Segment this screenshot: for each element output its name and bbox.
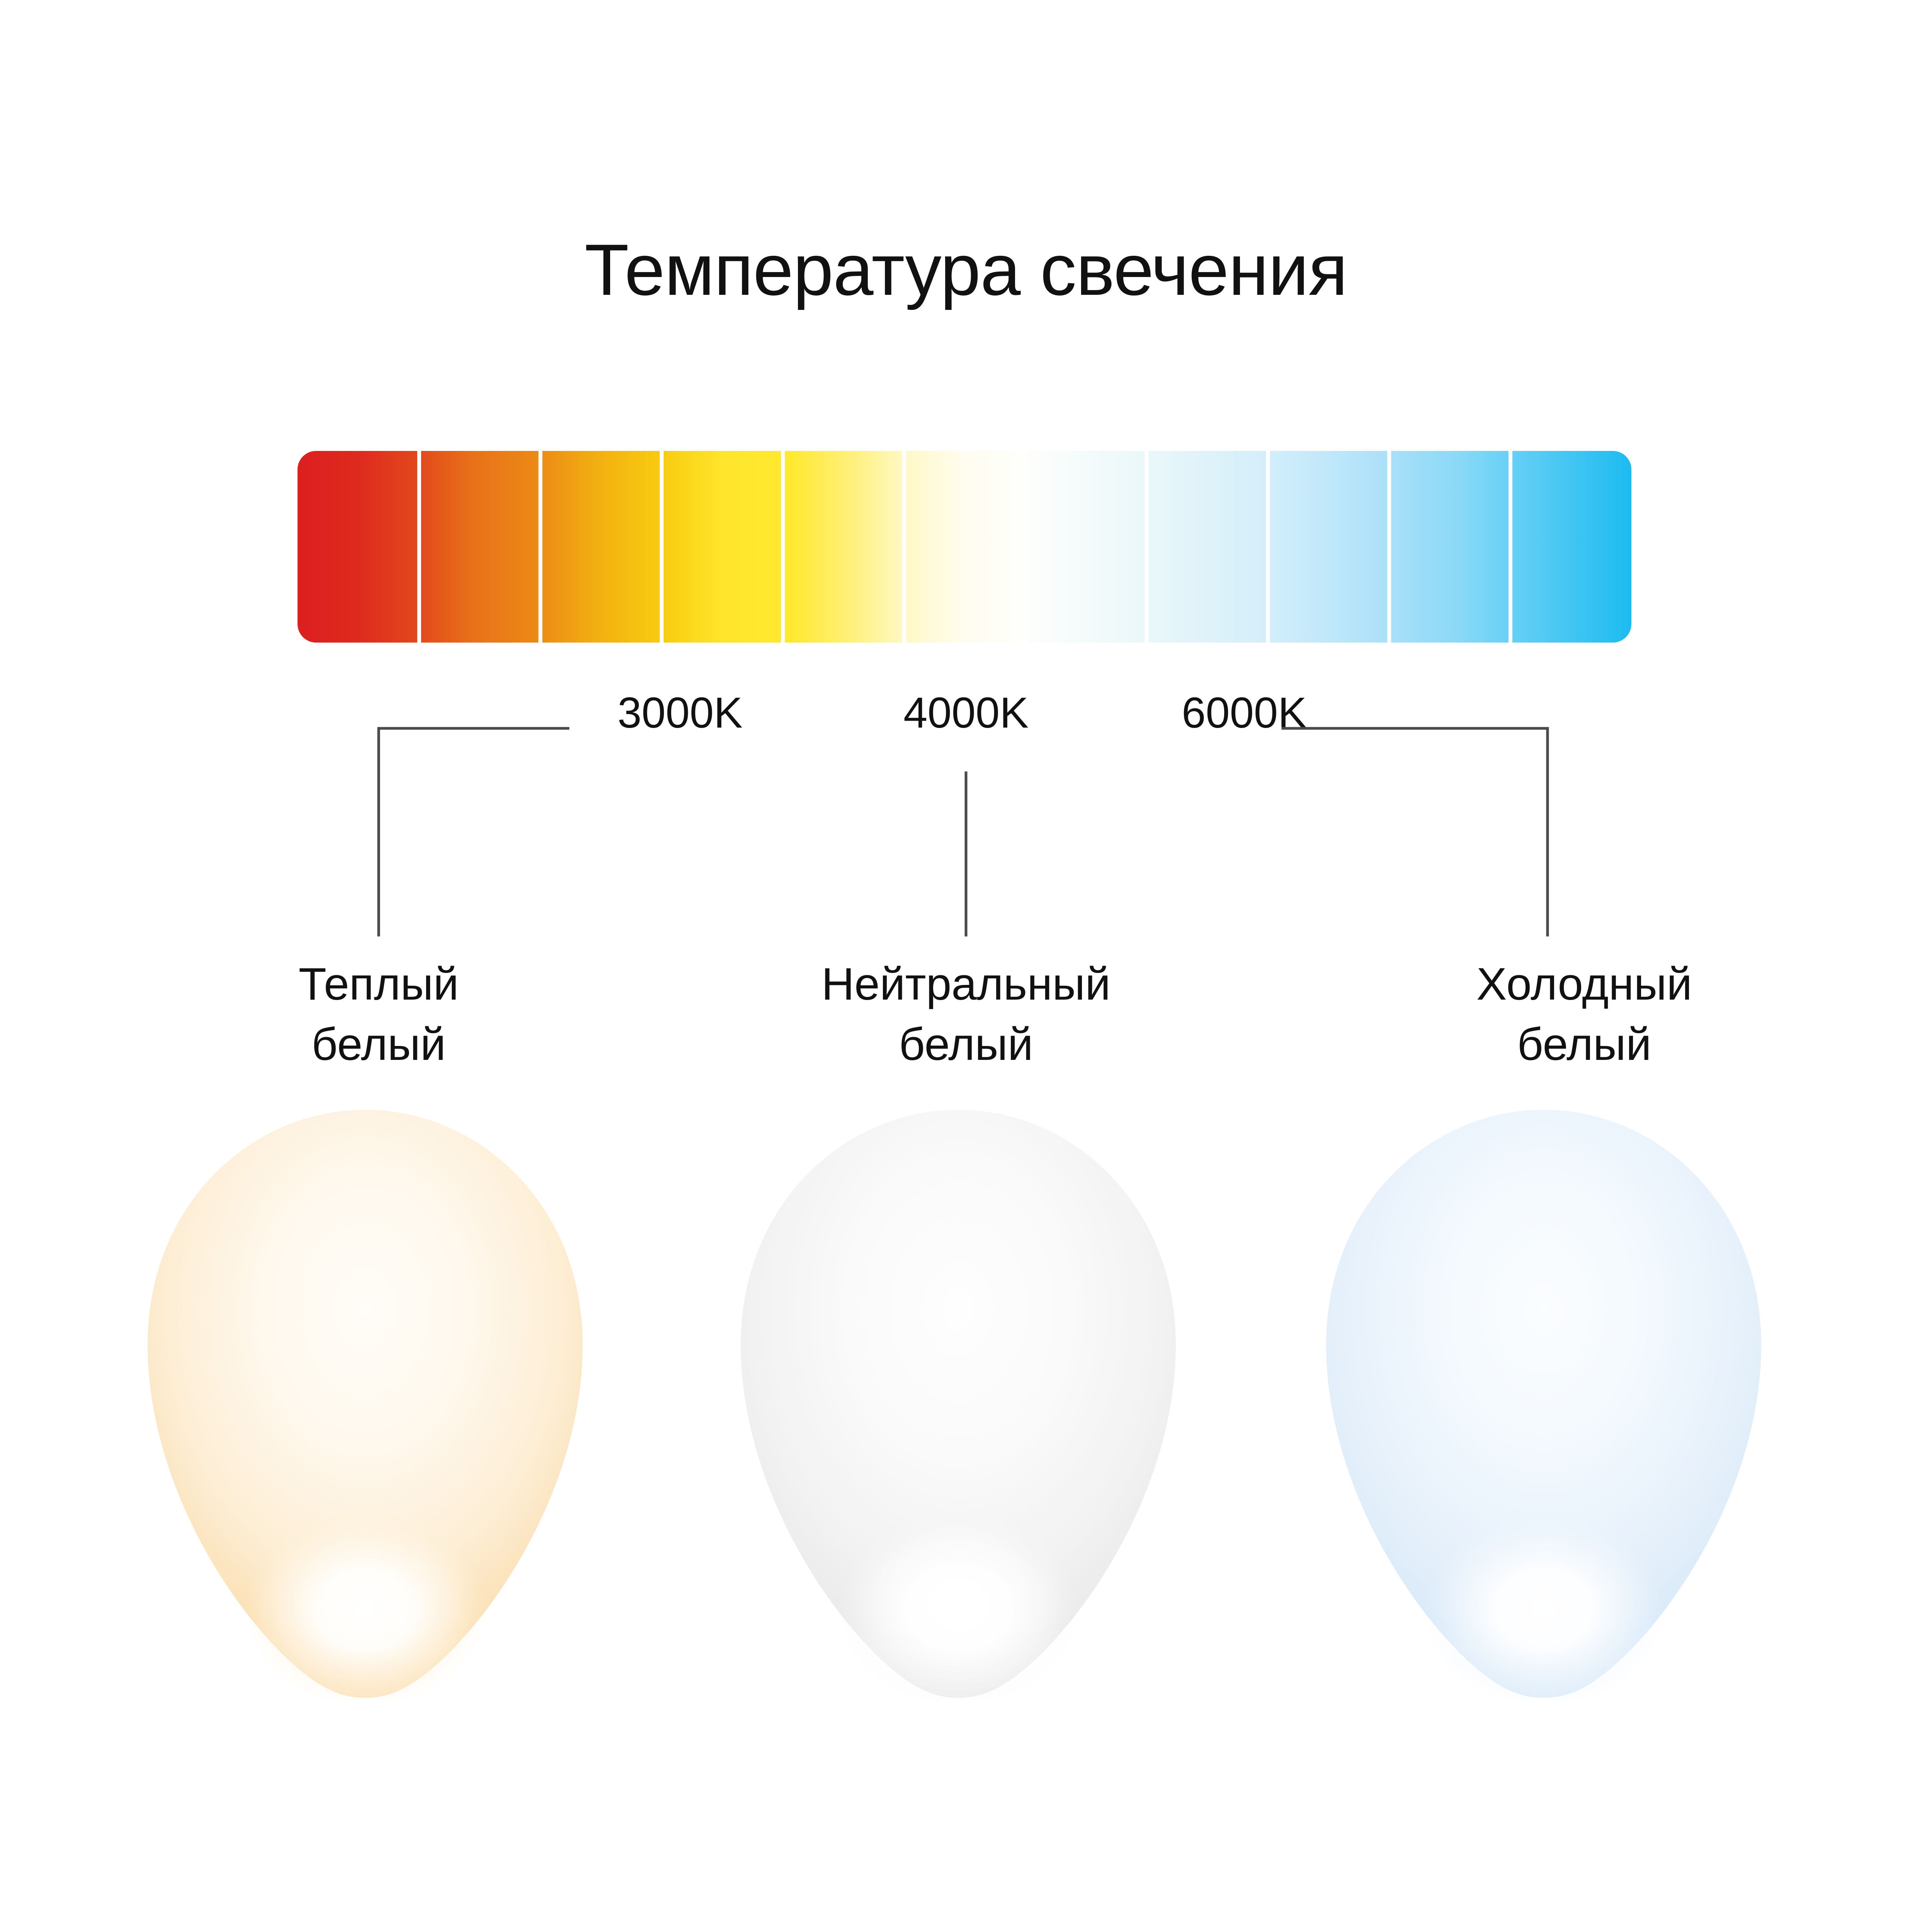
- bulb-edge-fade-neutral: [741, 1110, 1176, 1698]
- bulb-edge-fade-cold: [1326, 1110, 1761, 1698]
- bulb-hotspot-neutral: [838, 1513, 1078, 1700]
- bulb-glow-neutral-white: [736, 1105, 1180, 1700]
- leader-line-cold: [1281, 727, 1549, 937]
- page-title: Температура свечения: [584, 229, 1348, 310]
- bulb-hotspot-warm: [245, 1513, 485, 1700]
- caption-line-1: Нейтральный: [821, 959, 1111, 1010]
- category-caption-cold-white: Холодный белый: [1387, 954, 1781, 1075]
- caption-line-1: Теплый: [298, 959, 459, 1010]
- caption-line-2: белый: [1517, 1019, 1651, 1070]
- caption-line-2: белый: [899, 1019, 1033, 1070]
- bulb-edge-fade-warm: [148, 1110, 583, 1698]
- leader-lines-group: [0, 719, 1932, 958]
- bulb-glow-warm-white: [143, 1105, 587, 1700]
- category-caption-warm-white: Теплый белый: [185, 954, 572, 1075]
- kelvin-label-4000k: 4000K: [903, 689, 1029, 737]
- bulb-glow-cold-white: [1321, 1105, 1766, 1700]
- category-caption-neutral-white: Нейтральный белый: [769, 954, 1163, 1075]
- leader-line-warm: [377, 727, 570, 937]
- kelvin-label-3000k: 3000K: [617, 689, 743, 737]
- caption-line-2: белый: [311, 1019, 446, 1070]
- color-temperature-scale-bar: [298, 451, 1631, 643]
- bulb-hotspot-cold: [1424, 1513, 1663, 1700]
- caption-line-1: Холодный: [1476, 959, 1692, 1010]
